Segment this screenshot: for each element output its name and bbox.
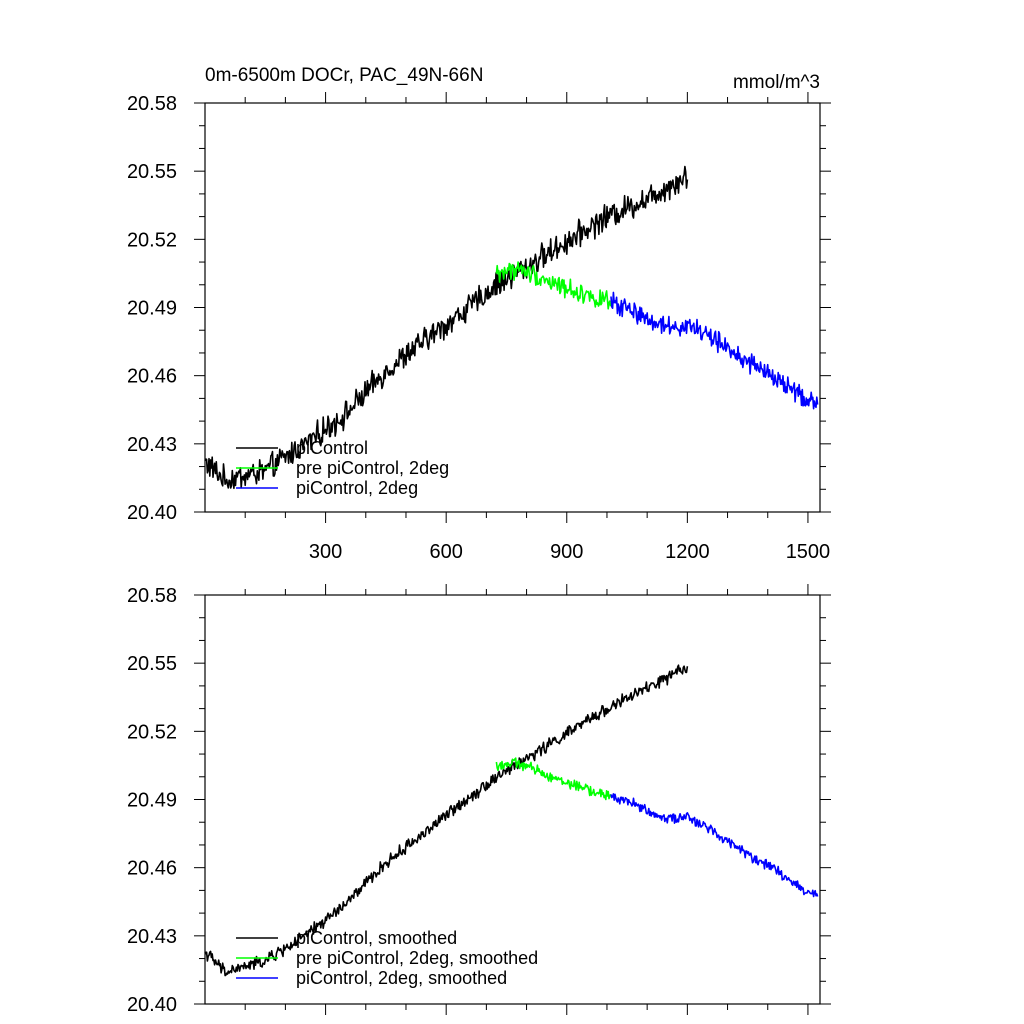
series-line-2 (495, 757, 612, 801)
legend-label-2: pre piControl, 2deg, smoothed (296, 948, 538, 968)
x-tick-label: 1200 (665, 541, 710, 563)
chart-title: 0m-6500m DOCr, PAC_49N-66N (205, 65, 483, 86)
x-tick-label: 1500 (786, 541, 831, 563)
y-tick-label: 20.40 (127, 994, 177, 1016)
y-tick-label: 20.55 (127, 653, 177, 675)
legend-label-1: piControl (296, 438, 368, 458)
y-tick-label: 20.58 (127, 93, 177, 115)
series-line-3 (610, 793, 819, 898)
x-tick-label: 300 (309, 541, 342, 563)
series-line-1 (204, 165, 689, 490)
legend-label-3: piControl, 2deg (296, 478, 418, 498)
y-tick-label: 20.40 (127, 502, 177, 524)
top-panel: 300 600 900 1200 1500 20.40 20.43 20.46 20.49 20.… (127, 65, 831, 563)
series-line-1 (204, 664, 689, 977)
series-line-3 (610, 291, 819, 410)
legend-label-2: pre piControl, 2deg (296, 458, 449, 478)
y-tick-label: 20.46 (127, 366, 177, 388)
bottom-panel: 20.40 20.43 20.46 20.49 20.52 20.55 20.58 piCon… (127, 584, 831, 1016)
y-tick-label: 20.49 (127, 298, 177, 320)
legend-label-3: piControl, 2deg, smoothed (296, 968, 507, 988)
y-tick-label: 20.43 (127, 926, 177, 948)
series-line-2 (495, 261, 612, 310)
y-tick-label: 20.58 (127, 585, 177, 607)
x-tick-label: 900 (550, 541, 583, 563)
legend-label-1: piControl, smoothed (296, 928, 457, 948)
y-tick-label: 20.49 (127, 790, 177, 812)
y-tick-label: 20.55 (127, 161, 177, 183)
y-tick-label: 20.46 (127, 858, 177, 880)
units-label: mmol/m^3 (733, 72, 820, 93)
y-tick-label: 20.52 (127, 721, 177, 743)
y-tick-label: 20.43 (127, 434, 177, 456)
y-tick-label: 20.52 (127, 229, 177, 251)
x-tick-label: 600 (429, 541, 462, 563)
